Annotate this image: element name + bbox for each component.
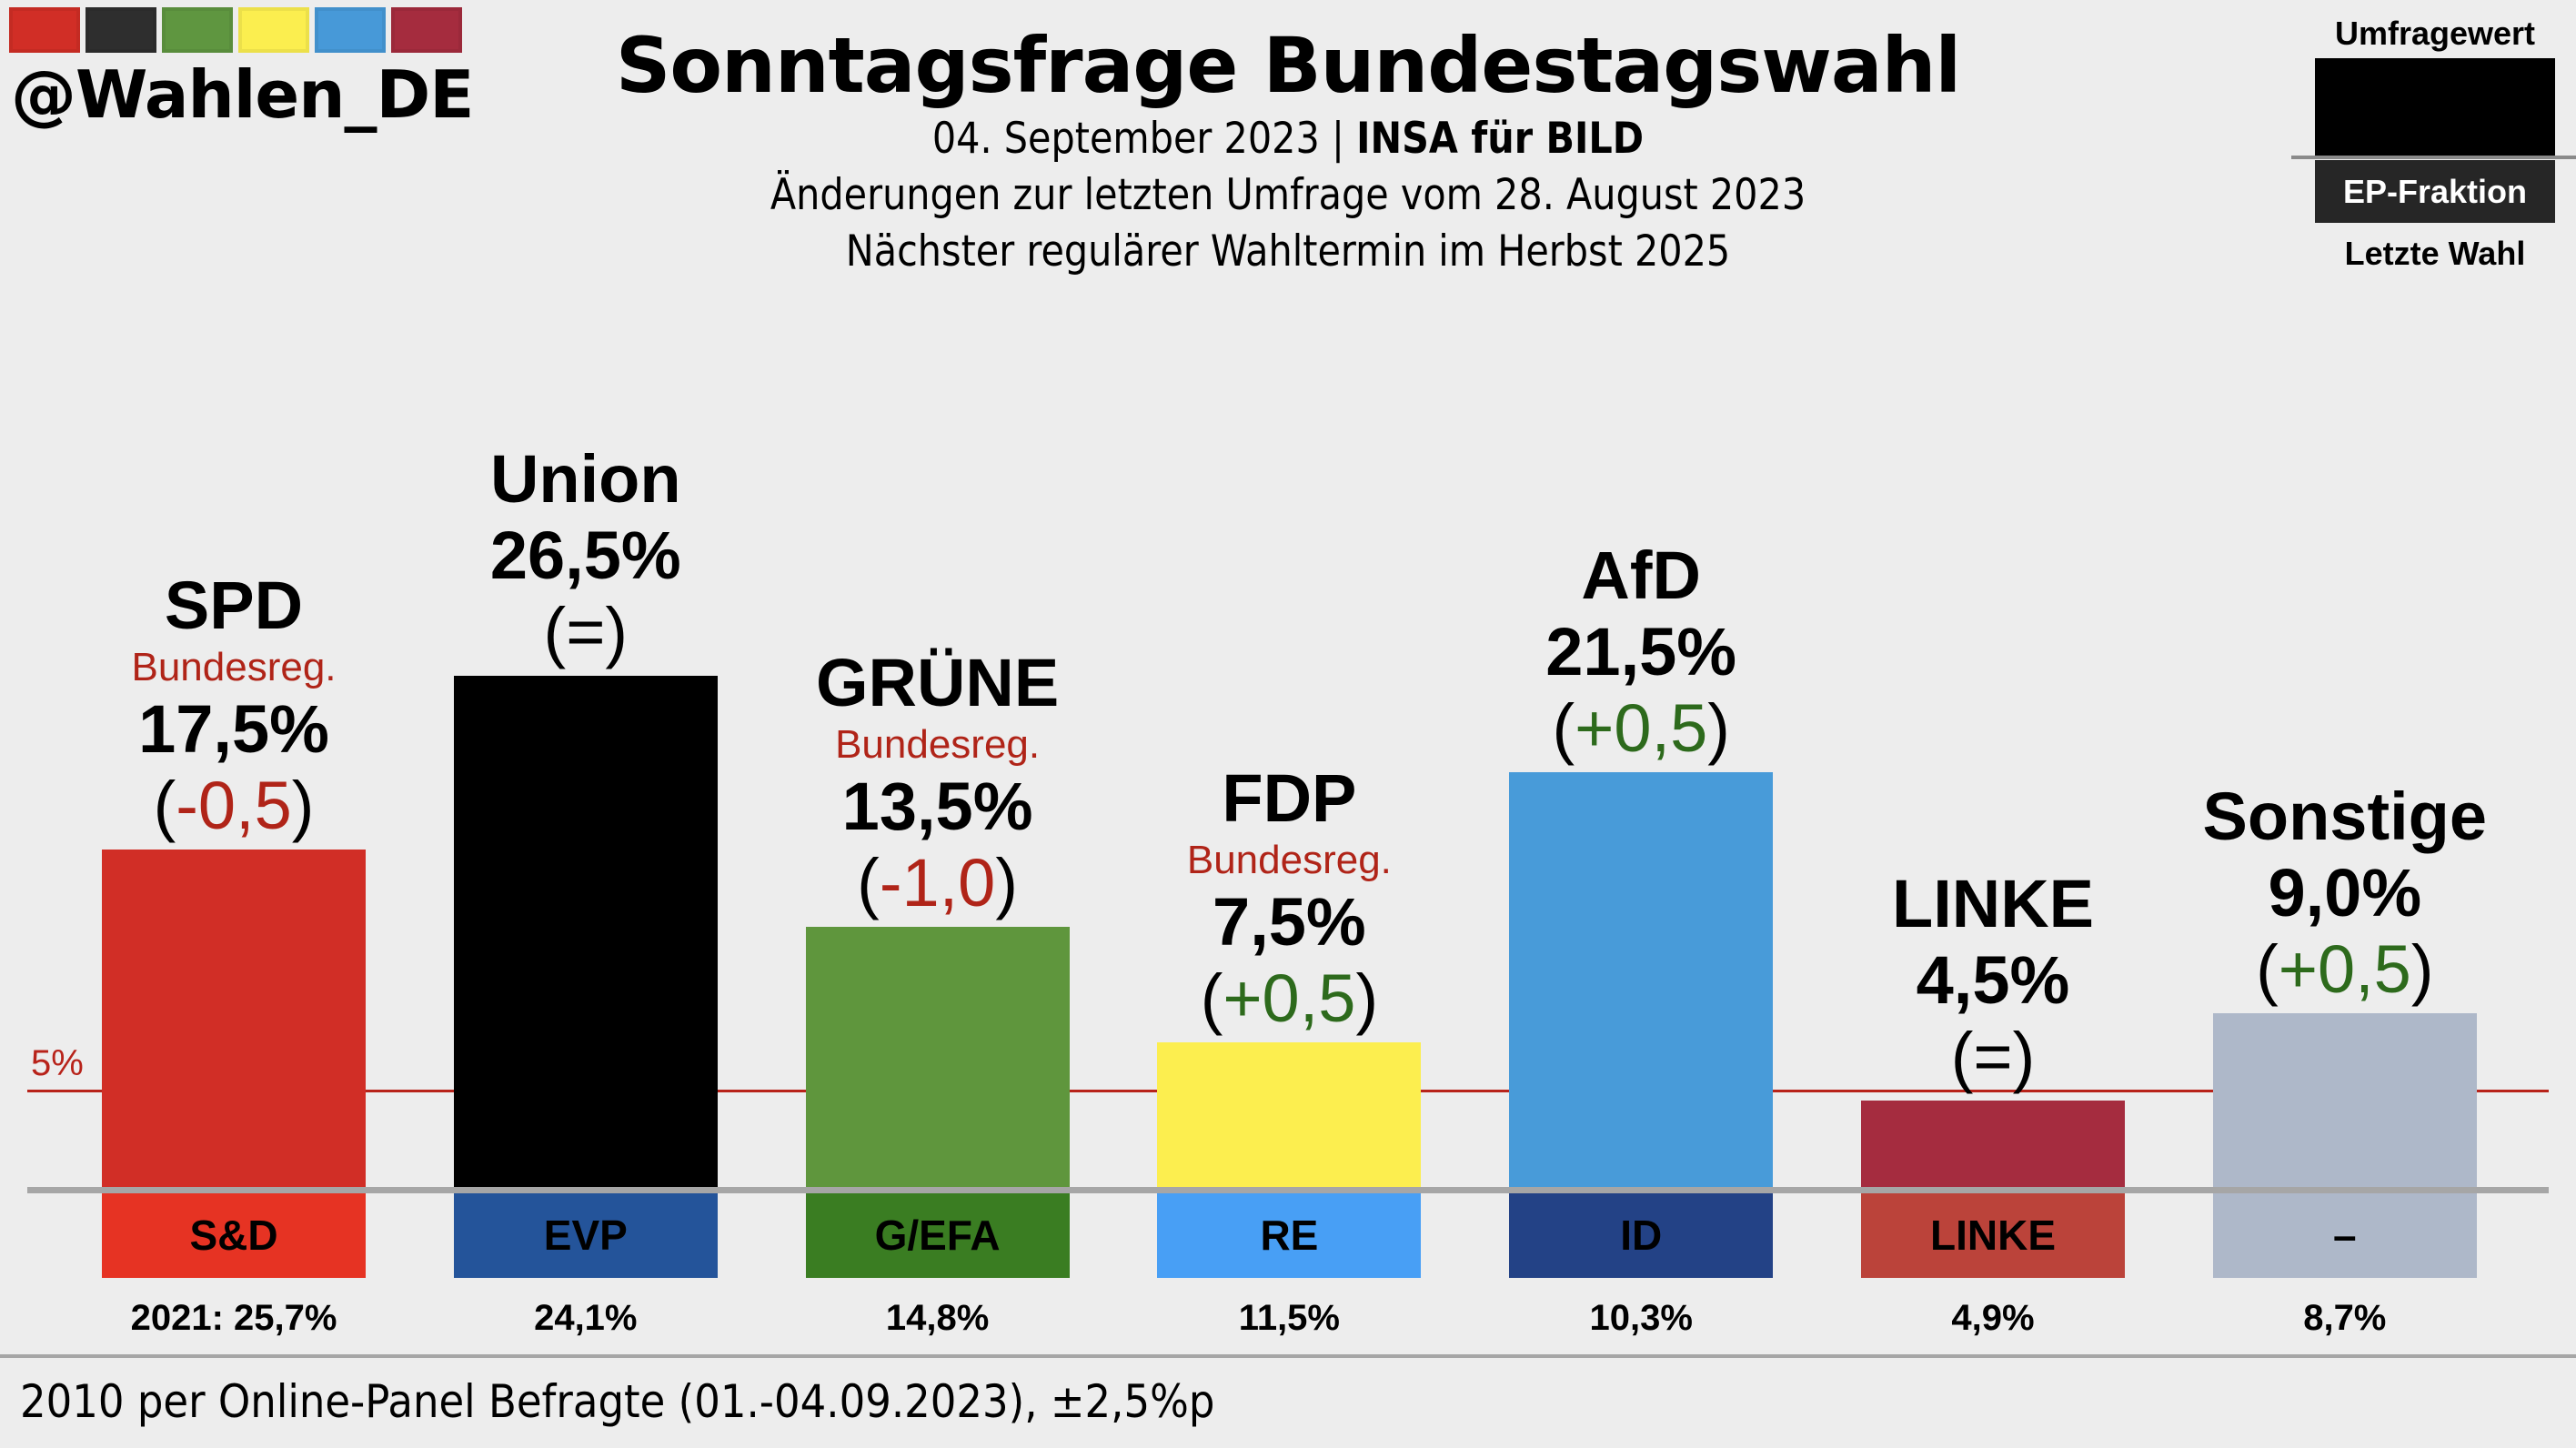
party-name: AfD xyxy=(1581,538,1701,614)
data-label-value: 4,5% xyxy=(1916,941,2070,1018)
data-label-value: 21,5% xyxy=(1545,614,1737,690)
poll-date: 04. September 2023 xyxy=(931,114,1320,164)
bar-label: SPD Bundesreg. 17,5% (-0,5) xyxy=(43,568,425,844)
party-name: Sonstige xyxy=(2202,779,2488,855)
bar-label: LINKE 4,5% (=) xyxy=(1802,866,2184,1095)
bar-sonstige xyxy=(2212,1013,2477,1187)
bar-label: GRÜNE Bundesreg. 13,5% (-1,0) xyxy=(747,645,1129,921)
last-election-value: 24,1% xyxy=(534,1298,638,1338)
chart-title: Sonntagsfrage Bundestagswahl xyxy=(615,21,1961,110)
government-badge: Bundesreg. xyxy=(1186,838,1392,882)
logo-square xyxy=(238,7,309,53)
ep-group-box: S&D xyxy=(102,1192,366,1278)
footer-divider xyxy=(0,1354,2576,1358)
threshold-label: 5% xyxy=(31,1043,84,1083)
last-election-value: 10,3% xyxy=(1589,1298,1693,1338)
logo-square xyxy=(86,7,156,53)
bar-label: Union 26,5% (=) xyxy=(395,441,777,670)
legend-ep-group-label: EP-Fraktion xyxy=(2315,160,2555,223)
separator: | xyxy=(1331,114,1344,164)
bar-spd xyxy=(102,850,366,1187)
party-name: GRÜNE xyxy=(815,644,1060,720)
data-label-change: (+0,5) xyxy=(1200,960,1379,1036)
party-name: SPD xyxy=(164,568,304,643)
party-name: Union xyxy=(489,441,681,518)
legend-bar-swatch xyxy=(2315,58,2555,156)
data-label-value: 26,5% xyxy=(489,518,681,594)
bar-fdp xyxy=(1157,1042,1422,1187)
data-label-value: 7,5% xyxy=(1213,884,1366,960)
data-label-value: 9,0% xyxy=(2268,855,2422,931)
bar-label: Sonstige 9,0% (+0,5) xyxy=(2154,779,2536,1008)
data-label-change: (+0,5) xyxy=(2256,931,2434,1008)
party-name: LINKE xyxy=(1892,865,2094,941)
government-badge: Bundesreg. xyxy=(131,645,337,689)
data-label-change: (+0,5) xyxy=(1552,690,1730,767)
ep-group-box: ID xyxy=(1509,1192,1774,1278)
bar-label: AfD 21,5% (+0,5) xyxy=(1450,538,1832,767)
party-name: FDP xyxy=(1222,760,1357,836)
changes-note: Änderungen zur letzten Umfrage vom 28. A… xyxy=(770,170,1806,220)
data-label-change: (=) xyxy=(1950,1018,2036,1094)
bar-union xyxy=(453,676,718,1187)
legend-baseline xyxy=(2291,156,2576,159)
footer-methodology: 2010 per Online-Panel Befragte (01.-04.0… xyxy=(20,1375,1215,1428)
last-election-value: 11,5% xyxy=(1238,1298,1340,1338)
data-label-change: (=) xyxy=(543,594,629,670)
poll-institute: INSA für BILD xyxy=(1356,114,1645,164)
chart-header: Sonntagsfrage Bundestagswahl 04. Septemb… xyxy=(0,20,2576,280)
ep-group-box: EVP xyxy=(453,1192,718,1278)
logo-color-strip xyxy=(9,7,462,53)
bar-label: FDP Bundesreg. 7,5% (+0,5) xyxy=(1098,760,1480,1037)
legend-last-election-label: Letzte Wahl xyxy=(2344,235,2526,272)
last-election-value: 4,9% xyxy=(1951,1298,2035,1338)
last-election-value: 14,8% xyxy=(885,1298,990,1338)
data-label-change: (-0,5) xyxy=(153,768,315,843)
ep-group-box: – xyxy=(2212,1192,2477,1278)
bar-grne xyxy=(805,926,1070,1187)
legend-poll-value-label: Umfragewert xyxy=(2334,15,2536,52)
next-election-note: Nächster regulärer Wahltermin im Herbst … xyxy=(845,226,1731,277)
ep-group-box: RE xyxy=(1157,1192,1422,1278)
government-badge: Bundesreg. xyxy=(835,721,1041,767)
logo-square xyxy=(9,7,80,53)
last-election-value: 8,7% xyxy=(2303,1298,2387,1338)
poll-date-line: 04. September 2023 | INSA für BILD xyxy=(155,111,2421,167)
bar-afd xyxy=(1509,772,1774,1187)
bar-linke xyxy=(1861,1100,2125,1187)
ep-group-box: LINKE xyxy=(1861,1192,2125,1278)
last-election-value: 2021: 25,7% xyxy=(130,1298,337,1338)
data-label-value: 17,5% xyxy=(138,691,329,767)
legend: Umfragewert EP-Fraktion Letzte Wahl xyxy=(2291,0,2576,282)
chart-baseline xyxy=(27,1187,2549,1193)
ep-group-box: G/EFA xyxy=(805,1192,1070,1278)
logo-square xyxy=(315,7,386,53)
data-label-change: (-1,0) xyxy=(857,844,1018,920)
logo-square xyxy=(391,7,462,53)
brand-handle: @Wahlen_DE xyxy=(11,56,474,133)
logo-square xyxy=(162,7,233,53)
data-label-value: 13,5% xyxy=(841,768,1033,844)
